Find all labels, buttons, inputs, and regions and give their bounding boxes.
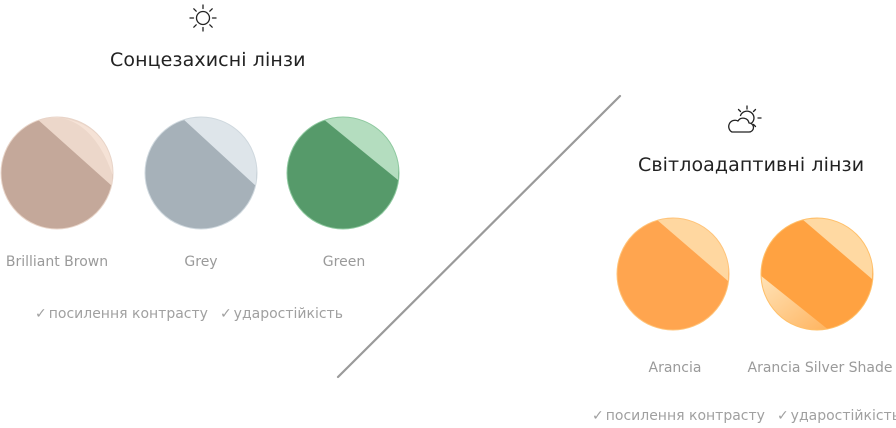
feature-contrast: ✓ посилення контрасту — [592, 408, 765, 424]
feature-impact-resistance: ✓ ударостійкість — [777, 408, 896, 424]
lens-label-brilliant-brown: Brilliant Brown — [6, 254, 108, 270]
check-icon: ✓ — [777, 408, 789, 424]
feature-label: ударостійкість — [791, 408, 896, 424]
diagonal-divider — [330, 90, 630, 385]
photo-features: ✓ посилення контрасту ✓ ударостійкість — [592, 408, 896, 424]
check-icon: ✓ — [35, 306, 47, 322]
lens-label-grey: Grey — [184, 254, 217, 270]
feature-label: посилення контрасту — [49, 306, 208, 322]
sun-cloud-icon — [725, 104, 765, 138]
lens-brilliant-brown[interactable] — [0, 116, 114, 230]
feature-label: посилення контрасту — [606, 408, 765, 424]
photo-section-title: Світлоадаптивні лінзи — [638, 154, 864, 176]
lens-arancia-silver-shade[interactable] — [760, 217, 874, 331]
check-icon: ✓ — [592, 408, 604, 424]
check-icon: ✓ — [220, 306, 232, 322]
feature-contrast: ✓ посилення контрасту — [35, 306, 208, 322]
feature-impact-resistance: ✓ ударостійкість — [220, 306, 343, 322]
lens-grey[interactable] — [144, 116, 258, 230]
lens-label-arancia: Arancia — [649, 360, 702, 376]
feature-label: ударостійкість — [234, 306, 343, 322]
lens-arancia[interactable] — [616, 217, 730, 331]
sun-features: ✓ посилення контрасту ✓ ударостійкість — [35, 306, 343, 322]
sun-icon — [186, 3, 220, 33]
lens-label-arancia-silver-shade: Arancia Silver Shade — [747, 360, 892, 376]
sun-section-title: Сонцезахисні лінзи — [110, 49, 306, 71]
